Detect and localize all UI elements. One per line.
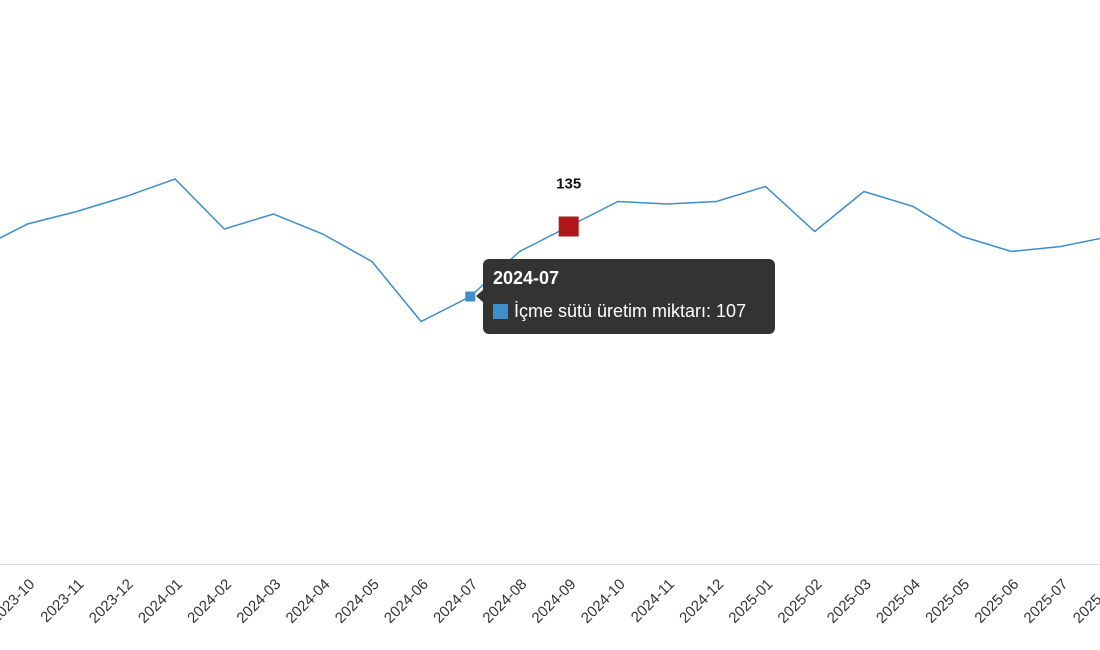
x-tick-label: 2024-08 — [479, 576, 530, 627]
tooltip: 2024-07 İçme sütü üretim miktarı: 107 — [483, 259, 775, 334]
x-tick-label: 2025-04 — [873, 576, 924, 627]
x-tick-label: 2025-03 — [824, 576, 875, 627]
x-tick-label: 2024-01 — [135, 576, 186, 627]
x-tick-label: 2024-09 — [529, 576, 580, 627]
x-tick-label: 2024-05 — [332, 576, 383, 627]
x-tick-label: 2024-10 — [578, 576, 629, 627]
tooltip-title: 2024-07 — [493, 268, 560, 288]
x-tick-label: 2024-04 — [283, 576, 334, 627]
tooltip-arrow — [476, 289, 484, 303]
x-tick-label: 2025-06 — [971, 576, 1022, 627]
x-tick-label: 2024-12 — [676, 576, 727, 627]
x-tick-label: 2023-10 — [0, 576, 38, 627]
x-tick-label: 2025-05 — [922, 576, 973, 627]
x-tick-label: 2025-08 — [1070, 576, 1100, 627]
x-tick-label: 2024-03 — [233, 576, 284, 627]
x-tick-label: 2023-11 — [37, 576, 87, 626]
highlight-point — [558, 216, 579, 237]
x-tick-label: 2024-02 — [184, 576, 235, 627]
x-tick-label: 2024-06 — [381, 576, 432, 627]
line — [0, 178, 1100, 323]
x-tick-label: 2025-01 — [725, 576, 776, 627]
x-tick-label: 2025-07 — [1021, 576, 1072, 627]
x-tick-label: 2024-11 — [628, 576, 678, 626]
tooltip-row: İçme sütü üretim miktarı: 107 — [493, 299, 765, 323]
data-label: 135 — [556, 176, 581, 193]
tooltip-swatch — [493, 303, 508, 319]
tooltip-text: İçme sütü üretim miktarı: 107 — [514, 301, 747, 321]
x-tick-label: 2023-12 — [86, 576, 137, 627]
x-tick-label: 2024-07 — [430, 576, 481, 627]
x-tick-label: 2025-02 — [775, 576, 826, 627]
hover-point — [465, 291, 476, 302]
